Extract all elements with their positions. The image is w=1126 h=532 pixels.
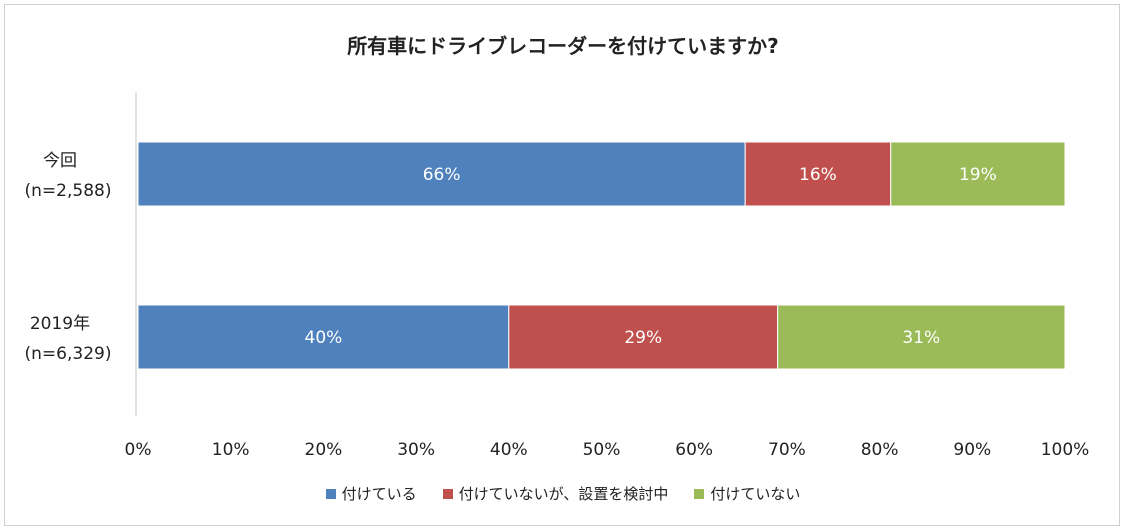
category-sample-size: (n=2,588) [25, 181, 112, 201]
x-tick-label: 0% [125, 440, 152, 460]
x-tick-label: 20% [305, 440, 343, 460]
legend-label: 付けていない [710, 485, 801, 503]
legend-swatch [694, 488, 705, 499]
data-label: 19% [959, 165, 997, 185]
x-tick-label: 80% [861, 440, 899, 460]
x-tick-label: 30% [397, 440, 435, 460]
bar-segment [508, 304, 779, 370]
category-label: 今回 [43, 151, 77, 171]
chart-title: 所有車にドライブレコーダーを付けていますか? [347, 34, 779, 58]
legend-label: 付けていないが、設置を検討中 [458, 485, 669, 503]
data-label: 40% [305, 328, 343, 348]
x-tick-label: 40% [490, 440, 528, 460]
legend-item: 付けている [325, 483, 417, 504]
bar-segment [744, 141, 892, 207]
bar-segment [137, 141, 746, 207]
x-tick-label: 10% [212, 440, 250, 460]
legend-item: 付けていないが、設置を検討中 [442, 483, 669, 504]
bar-segment [777, 304, 1066, 370]
legend-swatch [442, 488, 453, 499]
bar-segment [890, 141, 1066, 207]
category-label: 2019年 [30, 314, 90, 334]
category-sample-size: (n=6,329) [25, 344, 112, 364]
x-tick-label: 90% [953, 440, 991, 460]
legend-swatch [325, 488, 336, 499]
data-label: 31% [902, 328, 940, 348]
x-tick-label: 100% [1041, 440, 1090, 460]
x-tick-label: 50% [583, 440, 621, 460]
chart-legend: 付けている 付けていないが、設置を検討中 付けていない [0, 483, 1126, 504]
x-tick-label: 70% [768, 440, 806, 460]
chart-frame [4, 4, 1120, 526]
bar-segment [137, 304, 510, 370]
legend-label: 付けている [341, 485, 417, 503]
data-label: 16% [799, 165, 837, 185]
x-tick-label: 60% [675, 440, 713, 460]
data-label: 29% [624, 328, 662, 348]
data-label: 66% [423, 165, 461, 185]
legend-item: 付けていない [694, 483, 800, 504]
